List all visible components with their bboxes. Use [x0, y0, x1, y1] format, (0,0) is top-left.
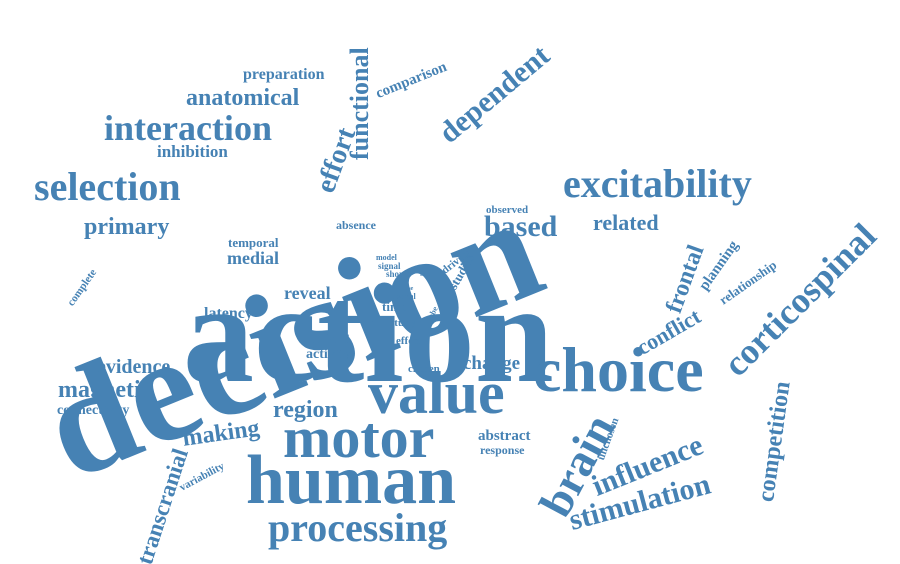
word-competition: competition	[753, 379, 796, 504]
word-choice: choice	[533, 334, 704, 405]
word-related: related	[593, 210, 659, 235]
word-activity: activity	[306, 347, 351, 362]
word-medial: medial	[227, 248, 279, 268]
word-short: short	[386, 269, 406, 279]
word-serial: serial	[397, 292, 416, 301]
word-motor: motor	[283, 405, 435, 470]
word-study: study	[390, 317, 416, 329]
word-comparison: comparison	[373, 58, 450, 102]
word-magnetic: magnetic	[58, 377, 152, 403]
word-action: action	[183, 254, 554, 412]
word-latency: latency	[204, 305, 253, 322]
word-effort: effort	[310, 123, 363, 197]
word-model: model	[376, 253, 397, 262]
word-proc: proc	[309, 325, 350, 349]
word-use: use	[405, 286, 414, 292]
word-inhibition: inhibition	[157, 142, 228, 161]
word-primary: primary	[84, 214, 170, 240]
word-signal: signal	[378, 261, 401, 271]
word-value: value	[368, 360, 505, 426]
word-absence: absence	[336, 218, 376, 232]
word-trial: trial	[420, 272, 431, 278]
word-excitability: excitability	[563, 161, 752, 206]
word-time: time	[382, 299, 407, 314]
word-effect: effect	[396, 335, 422, 347]
word-response: response	[480, 443, 525, 457]
word-evidence: evidence	[97, 356, 171, 378]
word-anatomical: anatomical	[186, 85, 300, 111]
word-based: based	[484, 210, 558, 243]
word-temporal: temporal	[228, 235, 279, 250]
word-observed: observed	[486, 204, 529, 216]
word-interaction: interaction	[104, 108, 272, 148]
word-preparation: preparation	[243, 66, 325, 83]
word-connectivity: connectivity	[57, 403, 130, 418]
word-dependent: dependent	[432, 38, 557, 150]
word-human: human	[246, 442, 457, 519]
word-region: region	[273, 397, 338, 423]
word-selection: selection	[34, 164, 181, 209]
word-reveal: reveal	[284, 283, 331, 303]
word-complete: complete	[65, 266, 100, 309]
word-corticospinal: corticospinal	[715, 215, 884, 384]
word-abstract: abstract	[478, 428, 531, 444]
word-processing: processing	[268, 505, 448, 550]
word-change: change	[463, 353, 520, 374]
word-chosen: chosen	[408, 363, 440, 375]
